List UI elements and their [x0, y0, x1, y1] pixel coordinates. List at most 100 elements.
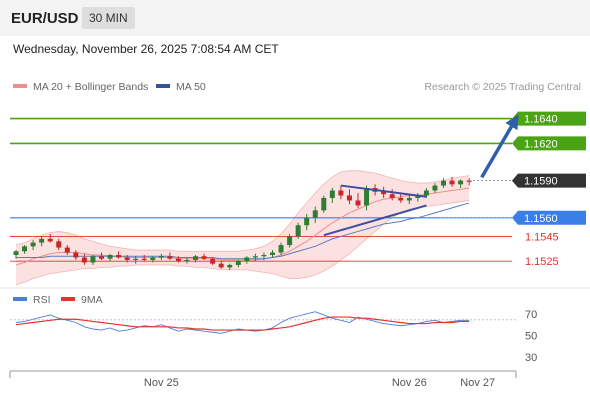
candle-body — [107, 255, 113, 259]
candle — [193, 255, 199, 263]
candle — [90, 255, 96, 265]
candle-body — [201, 256, 207, 259]
candle — [355, 193, 361, 208]
candle — [441, 178, 446, 189]
candle-body — [278, 245, 284, 253]
x-tick-label: Nov 27 — [460, 377, 495, 389]
candle — [175, 256, 181, 263]
candle — [295, 222, 301, 239]
candle-body — [458, 180, 464, 185]
candle — [389, 189, 395, 201]
x-tick-label: Nov 25 — [144, 377, 179, 389]
candle-body — [287, 236, 293, 246]
candle-body — [261, 255, 267, 257]
legend-label: MA 20 + Bollinger Bands — [33, 81, 148, 93]
candle — [312, 206, 318, 223]
rsi-legend-label: 9MA — [81, 294, 103, 306]
candle — [141, 255, 147, 262]
candle-body — [141, 258, 147, 260]
candle — [278, 242, 284, 255]
candle — [261, 252, 267, 260]
candle-body — [364, 188, 370, 206]
candle-body — [64, 247, 70, 253]
candle-body — [47, 238, 53, 242]
level-label-1.1590: 1.1590 — [524, 176, 558, 188]
candle-body — [415, 195, 421, 198]
trendline — [323, 204, 427, 237]
rsi-series-9ma — [15, 316, 470, 331]
timeframe-badge[interactable]: 30 MIN — [82, 7, 135, 29]
candle-body — [116, 255, 122, 258]
candle — [346, 189, 352, 205]
candle-body — [381, 191, 387, 195]
candle — [466, 178, 472, 186]
level-tag-1.1590 — [512, 173, 586, 188]
symbol-label: EUR/USD — [11, 10, 79, 27]
candle — [124, 255, 130, 263]
candle — [116, 251, 122, 259]
rsi-legend: RSI 9MA — [13, 294, 103, 306]
candle — [39, 236, 45, 247]
candle-body — [133, 258, 139, 260]
candle-body — [441, 180, 446, 186]
bollinger-upper — [15, 170, 470, 252]
candle-body — [338, 190, 344, 196]
candle — [338, 185, 344, 200]
candle-body — [423, 190, 429, 196]
credit-text: Research © 2025 Trading Central — [424, 81, 581, 93]
candle — [210, 257, 216, 265]
candle-body — [252, 256, 258, 258]
candle-body — [295, 225, 301, 237]
candle — [99, 252, 104, 260]
candle — [458, 179, 464, 189]
chart-legend: MA 20 + Bollinger Bands MA 50 — [13, 81, 206, 93]
candle — [64, 245, 70, 255]
x-tick-label: Nov 26 — [392, 377, 427, 389]
candle-body — [389, 194, 395, 198]
candle — [252, 253, 258, 262]
level-label-1.1640: 1.1640 — [524, 114, 558, 126]
candle-body — [227, 264, 233, 268]
candle-body — [235, 261, 241, 265]
rsi-tick-label: 50 — [525, 331, 537, 343]
candle — [406, 195, 412, 205]
candle-body — [244, 257, 250, 262]
legend-swatch — [13, 84, 27, 88]
candle — [415, 193, 421, 202]
candle — [244, 256, 250, 264]
candle-body — [90, 256, 96, 263]
candle-body — [312, 210, 318, 218]
candle — [218, 261, 224, 269]
candle — [227, 263, 233, 270]
candle — [56, 238, 62, 251]
candle-body — [22, 246, 28, 252]
level-label-1.1560: 1.1560 — [524, 213, 558, 225]
rsi-legend-swatch — [13, 297, 27, 301]
bollinger-band — [16, 170, 470, 285]
candle-body — [406, 197, 412, 201]
candle — [381, 186, 387, 198]
level-label-1.1620: 1.1620 — [524, 138, 558, 150]
candle-body — [175, 258, 181, 262]
candle — [30, 240, 36, 251]
projection-arrowhead — [505, 114, 519, 131]
chart-header: EUR/USD 30 MIN — [0, 0, 590, 36]
candles — [13, 176, 472, 270]
candle-body — [124, 257, 130, 260]
legend-swatch — [156, 84, 170, 88]
rsi-legend-label: RSI — [33, 294, 51, 306]
candle-body — [270, 252, 275, 255]
candle-body — [329, 190, 335, 198]
candle-body — [432, 185, 438, 191]
candle — [158, 253, 164, 260]
projection-arrow — [480, 120, 516, 179]
candle-body — [150, 257, 156, 260]
candle-body — [184, 259, 190, 262]
candle — [329, 188, 335, 203]
level-label-1.1525: 1.1525 — [525, 256, 559, 268]
candle-body — [30, 242, 36, 247]
candle-body — [193, 256, 199, 260]
candle-body — [39, 238, 45, 243]
candle — [150, 256, 156, 263]
